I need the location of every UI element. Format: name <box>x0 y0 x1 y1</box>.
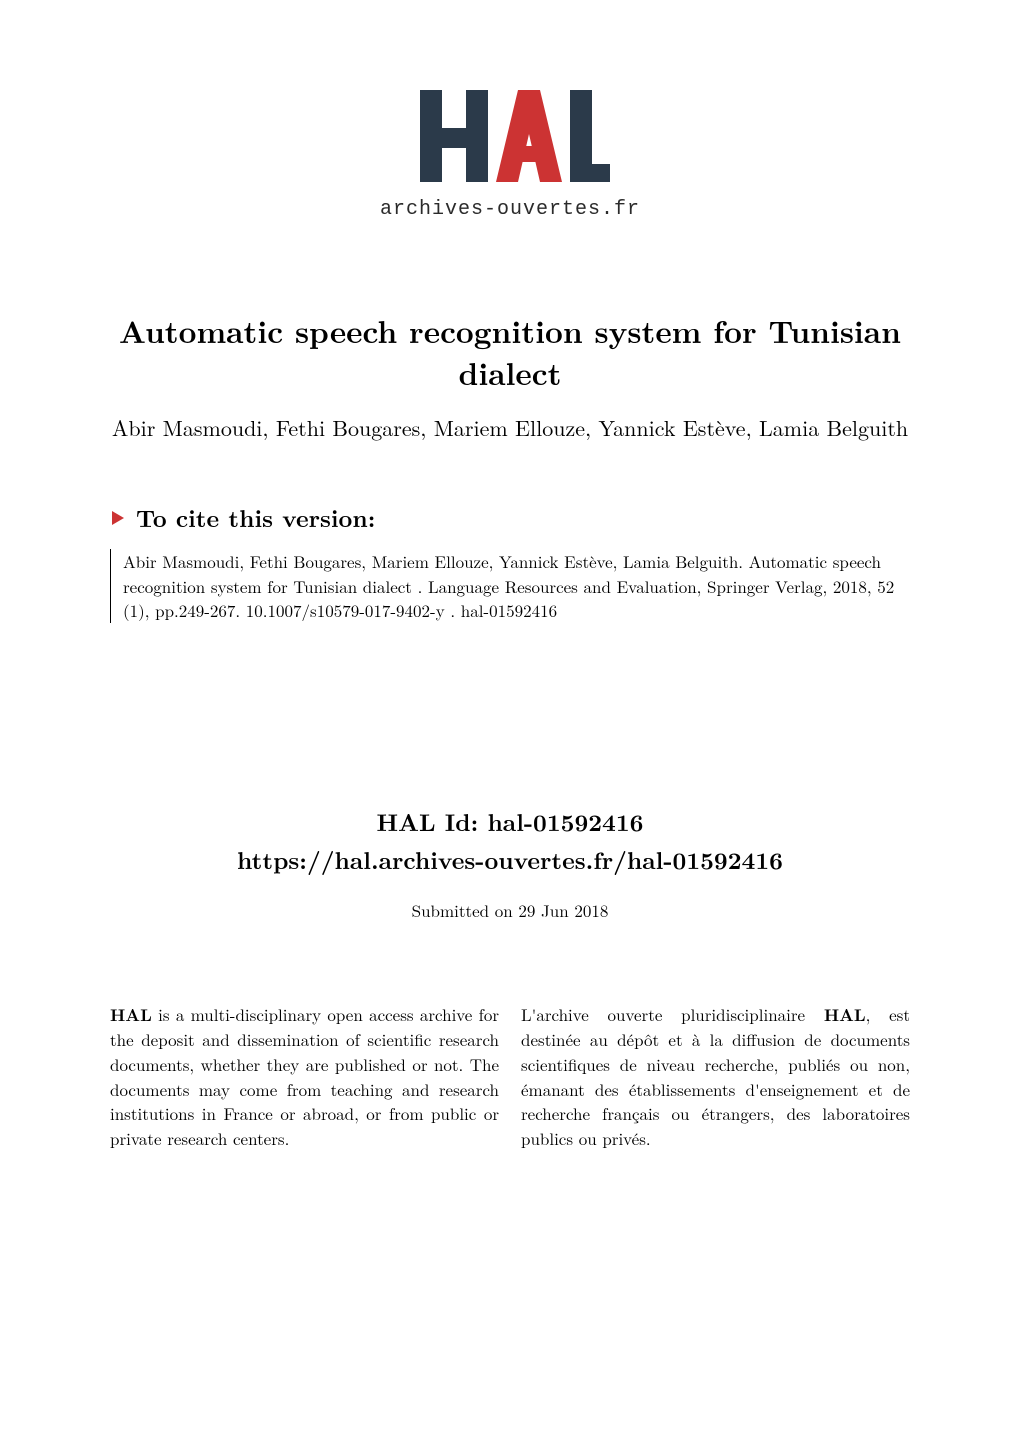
page-root: archives-ouvertes.fr Automatic speech re… <box>0 0 1020 1442</box>
hal-id: HAL Id: hal-01592416 <box>110 803 910 841</box>
col-left-text: is a multi-disciplinary open access arch… <box>110 1002 499 1150</box>
citation-sep: . <box>450 598 460 622</box>
citation-block: Abir Masmoudi, Fethi Bougares, Mariem El… <box>110 549 910 623</box>
logo-caption: archives-ouvertes.fr <box>380 198 640 221</box>
hal-logo-icon <box>410 80 610 190</box>
column-left: HAL is a multi-disciplinary open access … <box>110 1002 499 1151</box>
cite-heading-row: To cite this version: <box>110 501 910 535</box>
hal-url[interactable]: https://hal.archives-ouvertes.fr/hal-015… <box>110 841 910 879</box>
paper-authors: Abir Masmoudi, Fethi Bougares, Mariem El… <box>110 409 910 446</box>
citation-halref: hal-01592416 <box>461 598 557 622</box>
col-left-bold: HAL <box>110 1003 152 1027</box>
cite-heading: To cite this version: <box>136 501 375 535</box>
col-right-prefix: L'archive ouverte pluridisciplinaire <box>521 1002 824 1026</box>
description-columns: HAL is a multi-disciplinary open access … <box>110 1002 910 1151</box>
triangle-right-icon <box>110 510 126 526</box>
hal-id-block: HAL Id: hal-01592416 https://hal.archive… <box>110 803 910 880</box>
col-right-bold: HAL <box>824 1003 866 1027</box>
hal-logo-block: archives-ouvertes.fr <box>110 80 910 221</box>
paper-title: Automatic speech recognition system for … <box>110 311 910 395</box>
submitted-date: Submitted on 29 Jun 2018 <box>110 898 910 922</box>
column-right: L'archive ouverte pluridisciplinaire HAL… <box>521 1002 910 1151</box>
citation-doi: 10.1007/s10579-017-9402-y <box>246 598 445 622</box>
